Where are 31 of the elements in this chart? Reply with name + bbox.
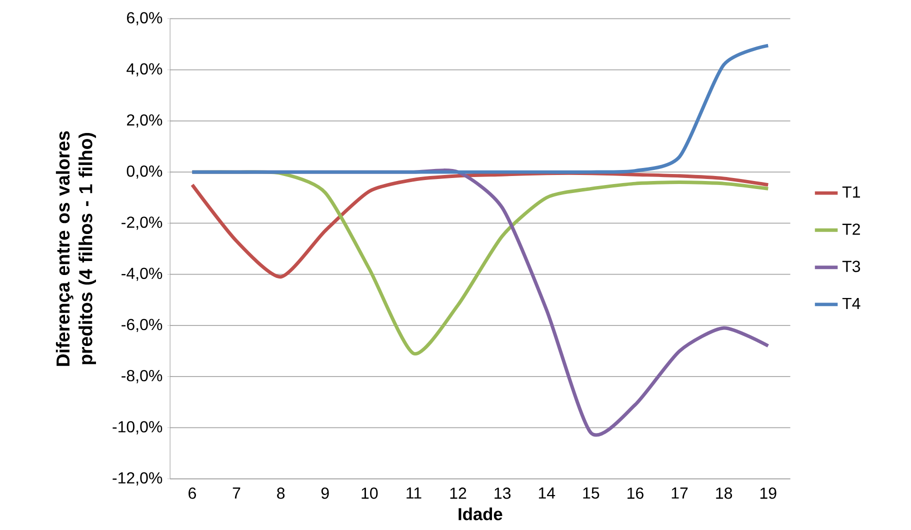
x-tick-label: 14 <box>538 488 556 499</box>
y-tick-label: -4,0% <box>122 268 162 282</box>
x-tick-label: 17 <box>672 488 688 499</box>
x-tick-label: 19 <box>760 488 776 500</box>
legend-label: T4 <box>842 298 860 310</box>
x-tick-label: 10 <box>362 488 378 500</box>
y-tick-label: 0,0% <box>126 166 162 179</box>
y-tick-label: -10,0% <box>112 421 162 435</box>
x-tick-label: 16 <box>628 488 644 500</box>
y-tick-label: 2,0% <box>127 114 162 128</box>
x-tick-label: 7 <box>232 488 240 499</box>
y-tick-label: 6,0% <box>127 12 162 26</box>
x-axis-title: Idade <box>458 508 502 521</box>
legend-label: T2 <box>842 224 860 235</box>
x-tick-label: 15 <box>583 488 600 499</box>
line-series <box>190 44 770 174</box>
x-tick-label: 11 <box>406 488 422 499</box>
legend-label: T3 <box>842 260 860 272</box>
y-tick-label: -12,0% <box>112 472 162 486</box>
x-tick-label: 8 <box>277 488 285 500</box>
x-tick-label: 12 <box>450 488 466 499</box>
y-axis-title: Diferença entre os valores preditos (4 filhos - 1 filho) <box>56 131 96 366</box>
y-tick-label: -2,0% <box>122 216 162 230</box>
y-tick-label: -8,0% <box>122 370 162 384</box>
x-tick-label: 6 <box>188 488 196 500</box>
x-tick-label: 18 <box>716 488 732 500</box>
y-tick-label: -6,0% <box>122 319 162 332</box>
y-tick-label: 4,0% <box>126 63 162 77</box>
legend-label: T1 <box>842 186 860 198</box>
x-tick-label: 13 <box>494 488 511 500</box>
x-tick-label: 9 <box>321 488 329 500</box>
